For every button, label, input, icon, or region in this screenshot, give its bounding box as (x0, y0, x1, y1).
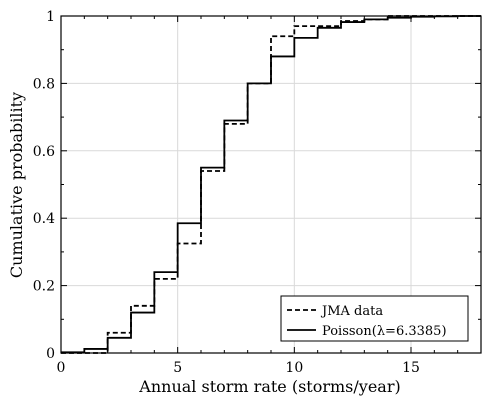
legend-label-poisson: Poisson(λ=6.3385) (322, 324, 447, 339)
x-tick-label: 10 (285, 360, 303, 376)
y-tick-label: 0.2 (33, 279, 55, 295)
y-tick-label: 0.6 (33, 144, 55, 160)
x-axis-label: Annual storm rate (storms/year) (138, 377, 400, 396)
legend-box (280, 295, 469, 342)
y-tick-label: 1 (46, 9, 55, 25)
y-tick-label: 0.8 (33, 76, 55, 92)
tick-label-layer: 0 5 10 15 0 0.2 0.4 0.6 0.8 1 (33, 9, 420, 376)
axes-layer (60, 15, 482, 354)
x-tick-label: 15 (402, 360, 420, 376)
y-axis-label: Cumulative probability (7, 92, 26, 278)
y-tick-label: 0 (46, 346, 55, 362)
legend-label-jma: JMA data (320, 304, 383, 319)
legend: JMA data Poisson(λ=6.3385) (280, 295, 469, 342)
x-tick-label: 5 (173, 360, 182, 376)
y-tick-label: 0.4 (33, 211, 55, 227)
x-tick-label: 0 (57, 360, 66, 376)
